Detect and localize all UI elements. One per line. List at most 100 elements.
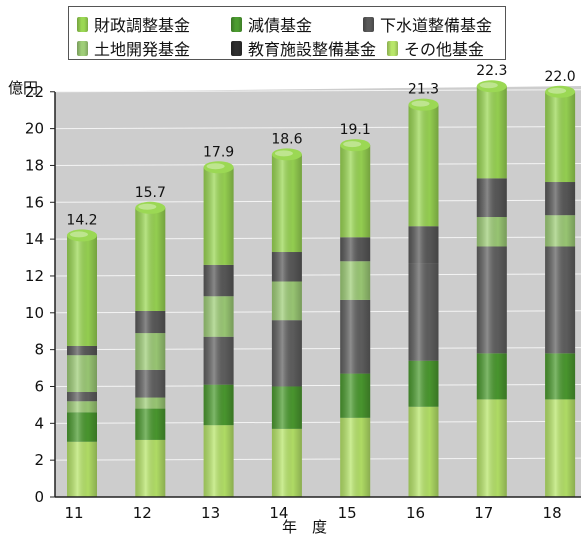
- y-tick-label: 20: [25, 120, 44, 138]
- bar-segment-shading: [476, 353, 507, 400]
- bar-segment-shading: [67, 355, 97, 393]
- legend-item-tochi: 土地開発基金: [77, 36, 190, 60]
- bar-segment-shading: [135, 408, 166, 440]
- bar-segment-shading: [135, 369, 166, 398]
- bar-segment-shading: [476, 399, 507, 497]
- x-tick-label: 14: [269, 504, 288, 522]
- bar-segment-shading: [67, 441, 97, 497]
- y-tick-label: 16: [25, 193, 44, 211]
- x-tick-label: 17: [474, 504, 493, 522]
- bar-segment-shading: [135, 207, 166, 311]
- bar-segment-shading: [545, 91, 576, 183]
- bar-top-cap: [203, 161, 234, 174]
- x-tick-label: 15: [338, 504, 357, 522]
- bar-segment-shading: [271, 320, 302, 387]
- x-axis-ticks: 11 12 13 14 15 16 17 18: [64, 504, 561, 522]
- bar-segment-shading: [271, 154, 302, 253]
- bar-17: [476, 80, 507, 497]
- bar-top-highlight: [343, 141, 362, 148]
- bar-segment-shading: [203, 296, 234, 337]
- bar-segment-shading: [67, 401, 97, 413]
- bar-top-cap: [340, 139, 371, 152]
- y-tick-label: 8: [34, 341, 44, 359]
- bar-segment-shading: [203, 264, 234, 297]
- legend-swatch: [363, 16, 374, 32]
- bar-segment-shading: [408, 104, 439, 227]
- bar-segment-shading: [545, 182, 576, 216]
- bar-segment-shading: [203, 336, 234, 385]
- y-tick-label: 0: [34, 488, 44, 506]
- bar-top-cap: [135, 201, 166, 214]
- bar-segment-shading: [203, 425, 234, 497]
- legend-swatch: [231, 40, 242, 56]
- total-value-label: 15.7: [135, 185, 166, 201]
- y-tick-label: 10: [25, 304, 44, 322]
- x-tick-label: 11: [64, 504, 83, 522]
- bar-segment-shading: [340, 373, 371, 418]
- bar-segment-shading: [67, 345, 97, 356]
- bar-top-highlight: [70, 231, 88, 238]
- bar-segment-shading: [408, 226, 439, 264]
- total-value-label: 17.9: [203, 144, 234, 160]
- legend-item-sonota: その他基金: [387, 36, 484, 60]
- bar-segment-shading: [340, 237, 371, 262]
- bar-14: [271, 148, 302, 497]
- legend-label: 財政調整基金: [94, 16, 191, 35]
- legend-label: その他基金: [404, 40, 485, 59]
- bar-segment-shading: [271, 281, 302, 321]
- y-tick-label: 12: [25, 267, 44, 285]
- plot-back-wall: [55, 86, 581, 497]
- y-axis-ticks: 0 2 4 6 8 10 12 14 16 18 20 22: [25, 83, 55, 506]
- bar-top-cap: [67, 229, 97, 242]
- bar-12: [135, 201, 166, 497]
- bar-segment-shading: [476, 246, 507, 354]
- legend-label: 土地開発基金: [94, 40, 191, 59]
- bar-top-cap: [408, 98, 439, 111]
- bars: [67, 80, 576, 497]
- legend-swatch: [231, 16, 242, 32]
- bar-top-cap: [545, 85, 576, 98]
- x-axis-title: 年 度: [282, 518, 327, 536]
- total-value-label: 14.2: [66, 212, 97, 228]
- bar-top-highlight: [479, 82, 498, 89]
- bar-top-cap: [476, 80, 507, 93]
- total-value-label: 21.3: [408, 82, 439, 98]
- legend-swatch: [77, 40, 88, 56]
- bar-segment-shading: [67, 235, 97, 346]
- legend-label: 減債基金: [248, 16, 313, 35]
- bar-16: [408, 98, 439, 497]
- bar-segment-shading: [476, 217, 507, 247]
- bar-segment-shading: [135, 333, 166, 370]
- bar-segment-shading: [135, 310, 166, 334]
- y-tick-label: 18: [25, 156, 44, 174]
- bar-segment-shading: [340, 145, 371, 238]
- bar-segment-shading: [340, 417, 371, 497]
- legend-label: 下水道整備基金: [380, 16, 493, 35]
- legend-item-gesuido: 下水道整備基金: [363, 12, 492, 36]
- bar-segment-shading: [408, 360, 439, 407]
- y-tick-label: 14: [25, 230, 44, 248]
- bar-top-highlight: [411, 100, 430, 107]
- legend-item-gensai: 減債基金: [231, 12, 312, 36]
- y-tick-label: 2: [34, 451, 44, 469]
- bar-top-highlight: [274, 150, 293, 157]
- y-axis-title: 億円: [8, 79, 38, 97]
- bar-segment-shading: [340, 261, 371, 300]
- legend-swatch: [77, 16, 88, 32]
- bar-segment-shading: [545, 246, 576, 354]
- legend-item-zaisei: 財政調整基金: [77, 12, 190, 36]
- y-tick-label: 22: [25, 83, 44, 101]
- bar-segment-shading: [476, 86, 507, 179]
- bar-segment-shading: [408, 406, 439, 497]
- bar-15: [340, 139, 371, 497]
- y-tick-label: 4: [34, 414, 44, 432]
- legend-swatch: [387, 40, 398, 56]
- bar-segment-shading: [67, 412, 97, 442]
- bar-top-cap: [271, 148, 302, 161]
- bar-segment-shading: [271, 386, 302, 429]
- total-value-label: 19.1: [340, 122, 371, 138]
- total-labels: 14.2 15.7 17.9 18.6 19.1 21.3 22.3 22.0: [66, 63, 575, 228]
- bar-13: [203, 161, 234, 497]
- bar-segment-shading: [203, 384, 234, 426]
- total-value-label: 22.0: [545, 69, 576, 85]
